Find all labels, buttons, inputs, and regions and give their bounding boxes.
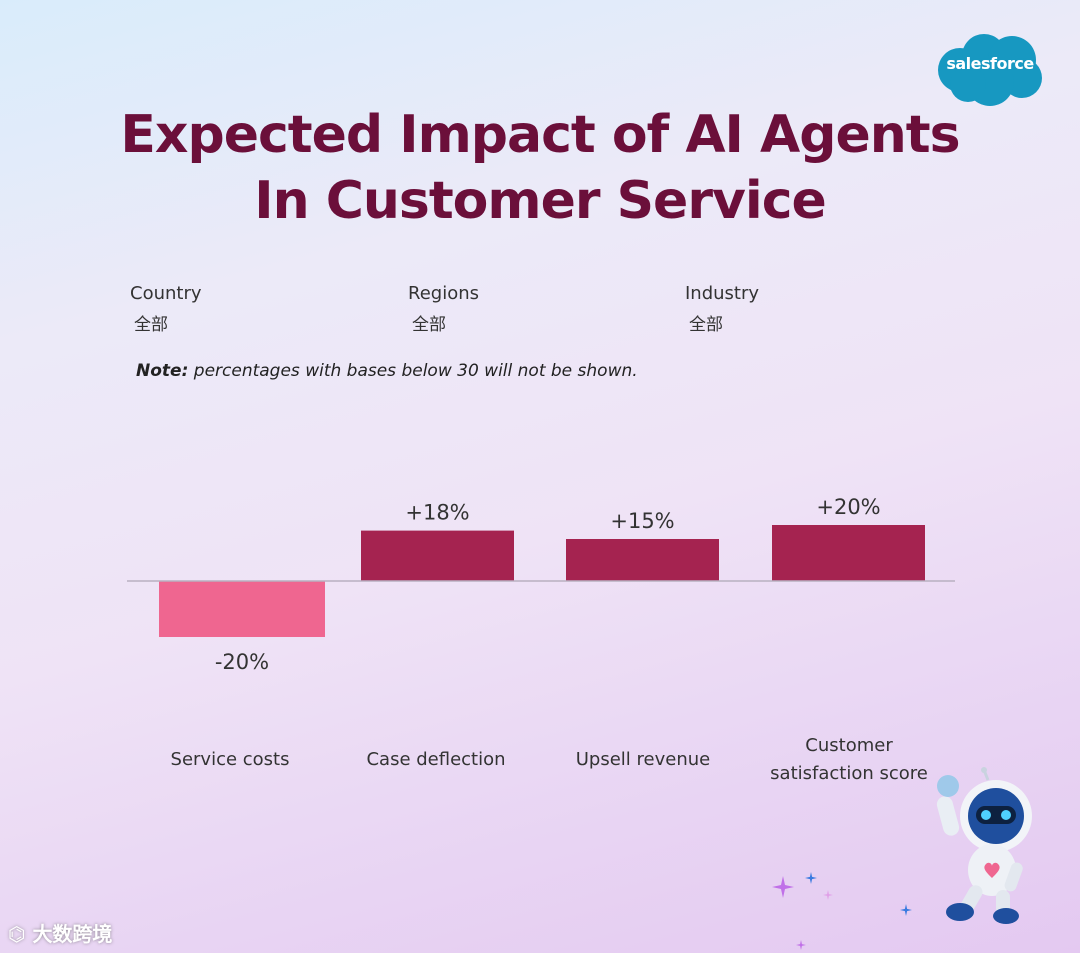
filter-regions[interactable]: Regions 全部	[408, 283, 479, 335]
note-text: Note: percentages with bases below 30 wi…	[136, 361, 638, 381]
sparkle-icon	[823, 890, 833, 900]
sparkle-icon	[805, 872, 817, 884]
filter-industry-value[interactable]: 全部	[689, 315, 723, 335]
sparkle-icon	[772, 876, 794, 898]
bar-0	[159, 581, 325, 637]
filter-country[interactable]: Country 全部	[130, 283, 202, 335]
watermark-logo-icon: ⌬	[8, 922, 26, 946]
bar-1	[361, 530, 514, 581]
data-label-2: +15%	[610, 509, 674, 533]
data-label-3: +20%	[816, 495, 880, 519]
page-title: Expected Impact of AI Agents In Customer…	[0, 102, 1080, 234]
watermark-text: 大数跨境	[32, 922, 113, 946]
category-label-3: Customer satisfaction score	[770, 735, 928, 784]
robot-mascot-icon	[936, 767, 1032, 924]
sparkle-icon	[796, 940, 806, 950]
sparkle-icon	[900, 904, 912, 916]
filter-regions-label: Regions	[408, 283, 479, 304]
category-label-2: Upsell revenue	[575, 749, 711, 770]
note-prefix: Note:	[136, 361, 189, 381]
bar-3	[772, 525, 925, 581]
bar-chart: -20% +18% +15% +20%	[127, 495, 955, 674]
title-line-1: Expected Impact of AI Agents	[120, 105, 960, 165]
filter-country-label: Country	[130, 283, 202, 304]
note-body: percentages with bases below 30 will not…	[188, 361, 638, 381]
filter-regions-value[interactable]: 全部	[412, 315, 446, 335]
filter-industry-label: Industry	[685, 283, 760, 304]
salesforce-logo: salesforce	[934, 32, 1046, 108]
bar-2	[566, 539, 719, 581]
data-label-0: -20%	[215, 650, 269, 674]
data-label-1: +18%	[405, 501, 469, 525]
title-line-2: In Customer Service	[254, 171, 827, 231]
filter-country-value[interactable]: 全部	[134, 315, 168, 335]
watermark: ⌬ 大数跨境	[8, 918, 112, 947]
filter-industry[interactable]: Industry 全部	[685, 283, 759, 335]
category-label-0: Service costs	[170, 749, 290, 770]
category-label-1: Case deflection	[366, 749, 506, 770]
logo-text: salesforce	[946, 54, 1034, 73]
